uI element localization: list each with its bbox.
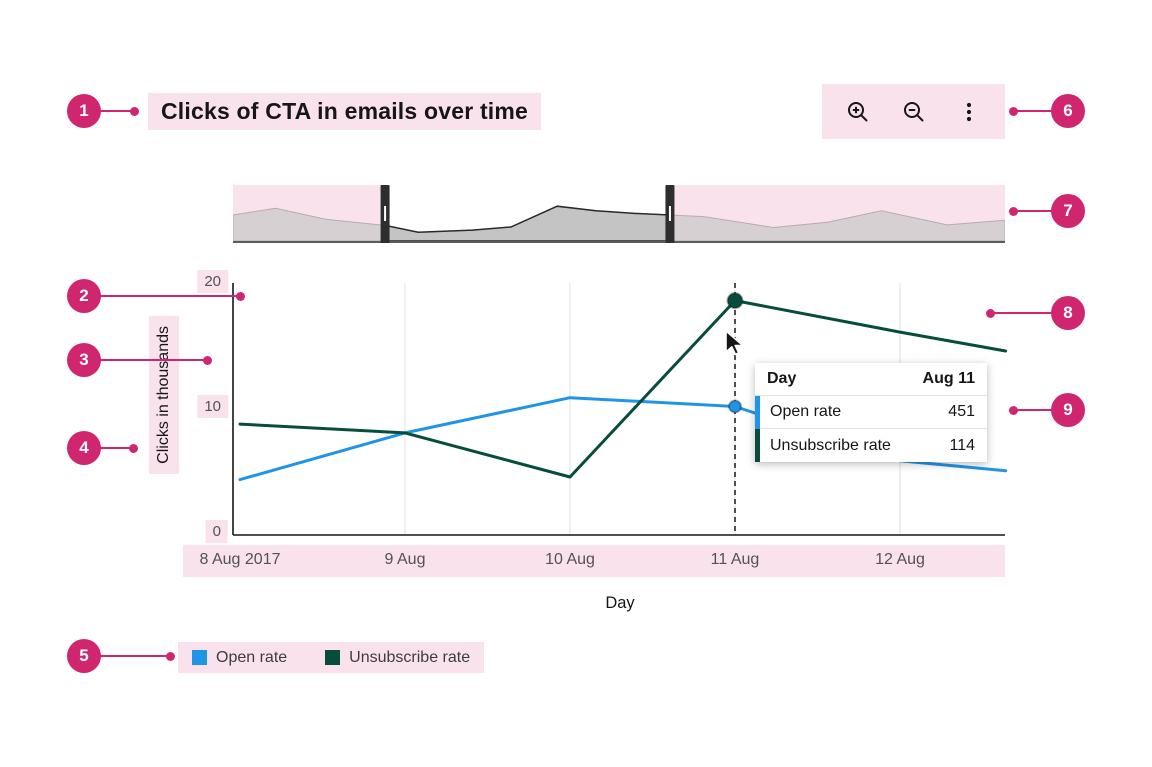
overflow-menu-icon	[966, 102, 971, 121]
x-axis-tick-0: 8 Aug 2017	[199, 551, 281, 568]
unsubscribe-rate-swatch	[325, 650, 341, 665]
cursor-pointer-icon	[725, 330, 744, 356]
zoom-out-button[interactable]	[895, 93, 933, 131]
zoom-in-icon	[848, 101, 868, 122]
callout-line-axis-line	[84, 295, 240, 297]
callout-chart-title: 1	[67, 94, 101, 128]
tooltip-row-open-rate: Open rate 451	[755, 395, 987, 429]
x-axis-tick-1: 9 Aug	[384, 551, 426, 568]
zoom-in-button[interactable]	[839, 93, 877, 131]
unsubscribe-rate-line[interactable]	[238, 299, 1008, 479]
legend-label: Unsubscribe rate	[349, 648, 471, 666]
legend-item-unsubscribe-rate[interactable]: Unsubscribe rate	[325, 649, 470, 667]
open-rate-line[interactable]	[238, 396, 1008, 482]
tooltip-header-label: Day	[767, 370, 797, 387]
tooltip-row-value: 114	[949, 436, 975, 454]
chart-tooltip: Day Aug 11 Open rate 451 Unsubscribe rat…	[755, 363, 987, 462]
x-axis-tick-3: 11 Aug	[710, 551, 760, 568]
tooltip-row-label: Unsubscribe rate	[770, 436, 891, 454]
tooltip-header: Day Aug 11	[755, 363, 987, 396]
callout-line-toolbar	[1013, 110, 1068, 112]
callout-dot-axis-line	[235, 291, 245, 301]
callout-line-chart-title	[84, 110, 134, 112]
callout-dot-axis-title	[202, 355, 212, 365]
x-axis-tick-band: 8 Aug 2017 9 Aug 10 Aug 11 Aug 12 Aug	[183, 545, 1005, 577]
callout-dot-tooltip	[1008, 405, 1018, 415]
callout-data-lines: 8	[1051, 296, 1085, 330]
tooltip-header-value: Aug 11	[922, 370, 975, 387]
x-axis-title: Day	[605, 594, 635, 612]
x-axis-tick-4: 12 Aug	[875, 551, 925, 568]
callout-dot-toolbar	[1008, 106, 1018, 116]
chart-toolbar	[822, 84, 1005, 139]
unsubscribe-rate-color-bar	[755, 429, 760, 462]
zoom-brush-handle-grip	[384, 206, 387, 221]
y-axis-tick-0: 0	[205, 520, 228, 543]
y-axis-title: Clicks in thousands	[149, 316, 179, 474]
zoom-bar-minimap	[232, 185, 1006, 243]
zoom-brush-handle-grip	[668, 206, 671, 221]
callout-dot-zoom-bar	[1008, 206, 1018, 216]
y-axis-tick-10: 10	[197, 395, 228, 418]
callout-dot-legend	[165, 651, 175, 661]
callout-line-axis-title	[84, 359, 207, 361]
open-rate-marker[interactable]	[728, 399, 742, 414]
callout-line-tooltip	[1013, 409, 1068, 411]
callout-legend: 5	[67, 639, 101, 673]
x-axis-tick-2: 10 Aug	[545, 551, 595, 568]
open-rate-color-bar	[755, 395, 760, 429]
callout-dot-data-lines	[985, 308, 995, 318]
callout-toolbar: 6	[1051, 94, 1085, 128]
tooltip-row-value: 451	[948, 403, 975, 420]
unsubscribe-rate-marker[interactable]	[726, 292, 744, 310]
callout-line-axis-tick-labels	[84, 447, 133, 449]
chart-legend: Open rate Unsubscribe rate	[178, 642, 485, 673]
tooltip-row-label: Open rate	[770, 403, 842, 420]
overflow-menu-button[interactable]	[950, 93, 988, 131]
chart-title: Clicks of CTA in emails over time	[148, 93, 542, 130]
legend-item-open-rate[interactable]: Open rate	[192, 649, 287, 667]
callout-dot-axis-tick-labels	[128, 443, 138, 453]
callout-dot-chart-title	[129, 106, 139, 116]
callout-line-data-lines	[990, 312, 1068, 314]
tooltip-row-unsubscribe-rate: Unsubscribe rate 114	[755, 429, 987, 462]
legend-label: Open rate	[216, 648, 288, 666]
callout-axis-line: 2	[67, 279, 101, 313]
callout-line-legend	[84, 655, 170, 657]
callout-line-zoom-bar	[1013, 210, 1068, 212]
zoom-bar[interactable]	[232, 185, 1006, 243]
open-rate-swatch	[192, 650, 207, 665]
callout-tooltip: 9	[1051, 393, 1085, 427]
callout-axis-tick-labels: 4	[67, 431, 101, 465]
zoom-bar-area-selected	[385, 205, 670, 242]
y-axis-tick-20: 20	[197, 270, 228, 293]
callout-zoom-bar: 7	[1051, 194, 1085, 228]
callout-axis-title: 3	[67, 343, 101, 377]
zoom-out-icon	[903, 101, 924, 122]
